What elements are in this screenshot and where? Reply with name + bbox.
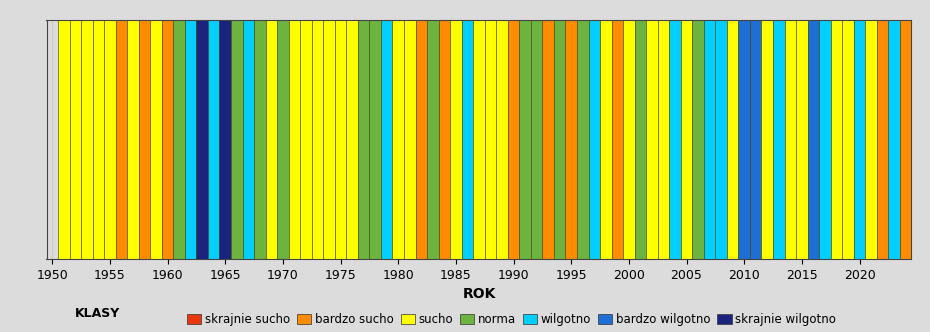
Bar <box>900 20 911 259</box>
Text: KLASY: KLASY <box>74 307 120 320</box>
Bar <box>104 20 115 259</box>
Bar <box>127 20 139 259</box>
Bar <box>738 20 750 259</box>
Bar <box>600 20 612 259</box>
Bar <box>658 20 670 259</box>
Bar <box>623 20 634 259</box>
Legend: skrajnie sucho, bardzo sucho, sucho, norma, wilgotno, bardzo wilgotno, skrajnie : skrajnie sucho, bardzo sucho, sucho, nor… <box>187 313 836 326</box>
X-axis label: ROK: ROK <box>462 287 496 301</box>
Bar <box>300 20 312 259</box>
Bar <box>461 20 473 259</box>
Bar <box>508 20 519 259</box>
Bar <box>392 20 404 259</box>
Bar <box>785 20 796 259</box>
Bar <box>681 20 692 259</box>
Bar <box>369 20 381 259</box>
Bar <box>381 20 392 259</box>
Bar <box>715 20 727 259</box>
Bar <box>139 20 151 259</box>
Bar <box>807 20 819 259</box>
Bar <box>404 20 416 259</box>
Bar <box>796 20 807 259</box>
Bar <box>439 20 450 259</box>
Bar <box>819 20 830 259</box>
Bar <box>750 20 762 259</box>
Bar <box>634 20 646 259</box>
Bar <box>416 20 427 259</box>
Bar <box>830 20 843 259</box>
Bar <box>497 20 508 259</box>
Bar <box>93 20 104 259</box>
Bar <box>151 20 162 259</box>
Bar <box>277 20 288 259</box>
Bar <box>115 20 127 259</box>
Bar <box>554 20 565 259</box>
Bar <box>312 20 324 259</box>
Bar <box>519 20 531 259</box>
Bar <box>670 20 681 259</box>
Bar <box>843 20 854 259</box>
Bar <box>854 20 865 259</box>
Bar <box>254 20 266 259</box>
Bar <box>531 20 542 259</box>
Bar <box>773 20 785 259</box>
Bar <box>450 20 461 259</box>
Bar <box>324 20 335 259</box>
Bar <box>335 20 346 259</box>
Bar <box>81 20 93 259</box>
Bar <box>185 20 196 259</box>
Bar <box>612 20 623 259</box>
Bar <box>577 20 589 259</box>
Bar <box>762 20 773 259</box>
Bar <box>288 20 300 259</box>
Bar <box>589 20 600 259</box>
Bar <box>646 20 658 259</box>
Bar <box>473 20 485 259</box>
Bar <box>704 20 715 259</box>
Bar <box>58 20 70 259</box>
Bar <box>865 20 877 259</box>
Bar <box>346 20 358 259</box>
Bar <box>196 20 208 259</box>
Bar <box>542 20 554 259</box>
Bar <box>877 20 888 259</box>
Bar <box>427 20 439 259</box>
Bar <box>727 20 738 259</box>
Bar <box>70 20 81 259</box>
Bar <box>692 20 704 259</box>
Bar <box>358 20 369 259</box>
Bar <box>173 20 185 259</box>
Bar <box>243 20 254 259</box>
Bar <box>565 20 577 259</box>
Bar <box>219 20 231 259</box>
Bar <box>162 20 173 259</box>
Bar <box>266 20 277 259</box>
Bar <box>485 20 497 259</box>
Bar <box>231 20 243 259</box>
Bar <box>888 20 900 259</box>
Bar <box>208 20 219 259</box>
